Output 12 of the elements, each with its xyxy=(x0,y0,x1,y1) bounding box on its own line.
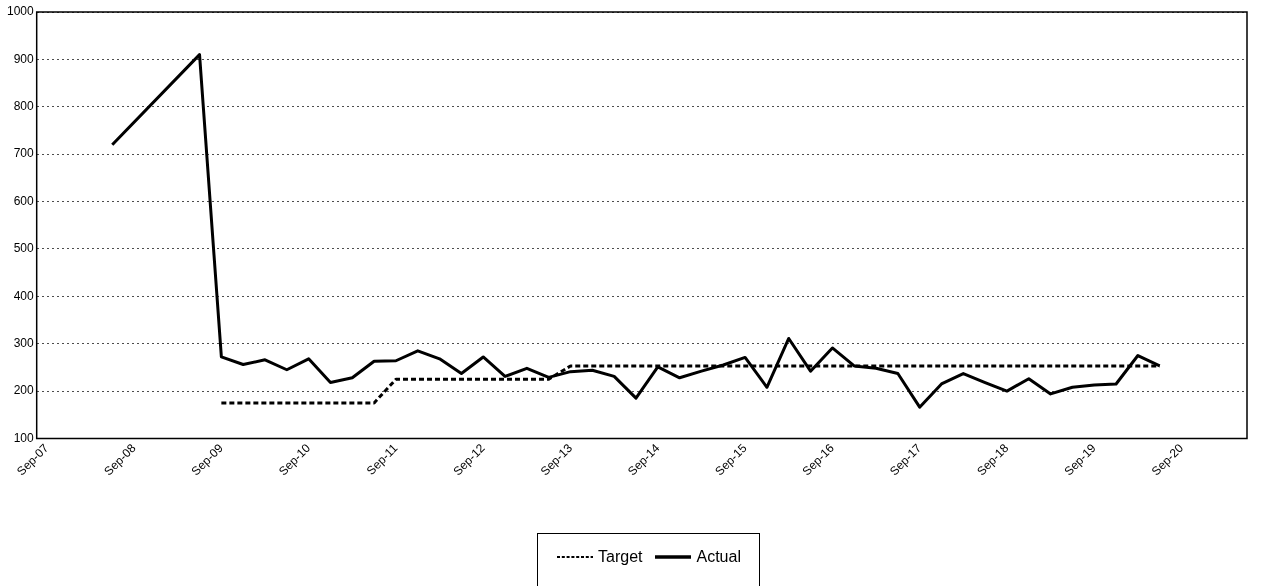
y-tick-label: 800 xyxy=(13,99,35,114)
y-tick-label: 1000 xyxy=(6,4,35,19)
y-tick-label: 100 xyxy=(13,430,35,445)
y-tick-label: 500 xyxy=(13,241,35,256)
y-tick-label: 400 xyxy=(13,288,35,303)
y-tick-label: 600 xyxy=(13,193,35,208)
legend-label: Actual xyxy=(696,548,741,566)
y-tick-label: 200 xyxy=(13,383,35,398)
y-tick-label: 900 xyxy=(13,51,35,66)
y-tick-label: 300 xyxy=(13,336,35,350)
y-tick-label: 700 xyxy=(13,146,35,161)
legend-label: Target xyxy=(598,548,643,566)
